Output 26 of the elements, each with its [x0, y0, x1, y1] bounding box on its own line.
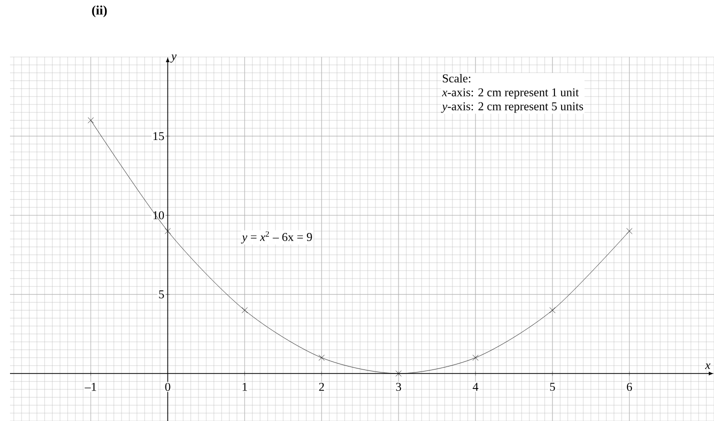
- x-tick-label: 6: [626, 382, 632, 391]
- x-tick-label: 3: [396, 382, 402, 391]
- x-tick-label: 4: [472, 382, 478, 391]
- x-tick-label: 0: [165, 382, 170, 391]
- point: [396, 370, 402, 377]
- x-tick-label: 5: [550, 382, 555, 391]
- annotation: y-axis: 2 cm represent 5 units: [441, 102, 584, 113]
- y-tick-label: 5: [159, 290, 164, 298]
- annotation: y = x$^{2}$ – 6x = 9: [241, 231, 312, 244]
- point: [626, 228, 632, 234]
- point: [472, 354, 479, 361]
- annotation: Scale:: [442, 74, 470, 82]
- annotation: x-axis: 2 cm represent 1 unit: [442, 88, 579, 99]
- x-tick-label: 2: [319, 382, 324, 391]
- y-axis-title: y: [170, 54, 177, 63]
- y-tick-label: 10: [154, 211, 164, 220]
- point: [88, 117, 94, 124]
- x-tick-label: –1: [84, 382, 96, 391]
- point: [318, 354, 325, 361]
- point: [242, 307, 248, 314]
- x-tick-label: 1: [242, 382, 247, 391]
- y-tick-label: 15: [154, 132, 164, 140]
- x-axis-title: x: [705, 364, 710, 369]
- point: [549, 307, 556, 314]
- chart-title: (ii): [92, 6, 107, 18]
- point: [164, 228, 171, 234]
